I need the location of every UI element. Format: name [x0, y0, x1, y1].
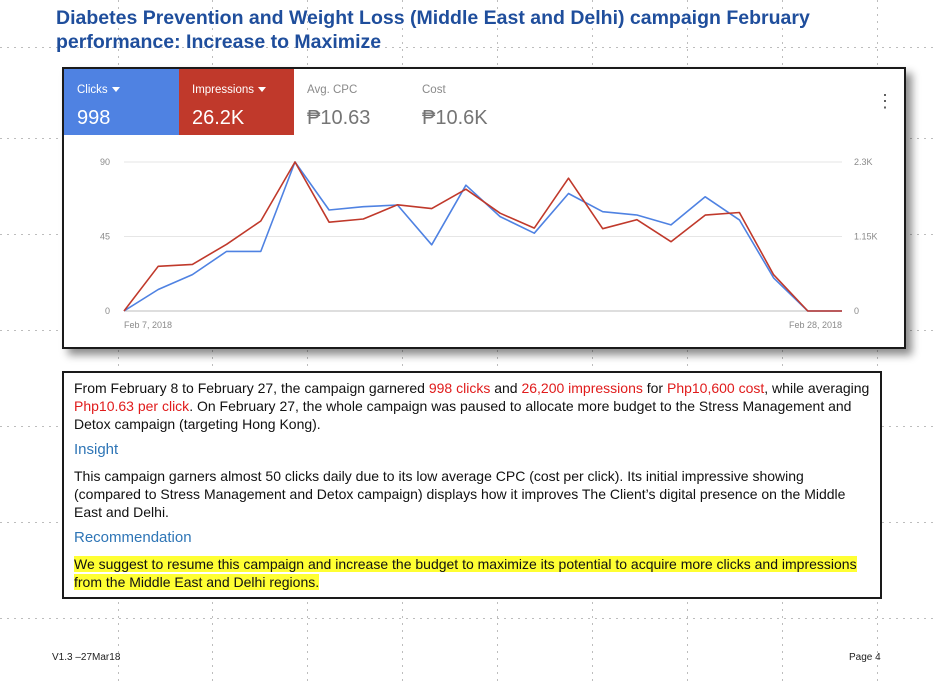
- recommendation-text: We suggest to resume this campaign and i…: [74, 556, 857, 590]
- summary-text: . On February 27, the whole campaign was…: [74, 398, 852, 432]
- summary-text: , while averaging: [764, 380, 870, 396]
- chart-panel: Clicks 998 Impressions 26.2K Avg. CPC ₱1…: [62, 67, 906, 349]
- y-left-tick-label: 0: [105, 306, 110, 316]
- insight-heading: Insight: [74, 441, 119, 458]
- clicks-highlight: 998 clicks: [428, 380, 491, 396]
- y-left-tick-label: 90: [100, 157, 110, 167]
- avg-cpc-scorecard[interactable]: Avg. CPC ₱10.63: [294, 69, 410, 135]
- cpc-highlight: Php10.63 per click: [74, 398, 190, 414]
- summary-text: and: [490, 380, 522, 396]
- clicks-scorecard[interactable]: Clicks 998: [64, 69, 179, 135]
- cost-highlight: Php10,600 cost: [666, 380, 765, 396]
- impressions-highlight: 26,200 impressions: [521, 380, 643, 396]
- page-number: Page 4: [849, 652, 881, 663]
- series-line-impressions: [123, 161, 842, 312]
- summary-box: From February 8 to February 27, the camp…: [62, 371, 882, 599]
- summary-text: for: [642, 380, 667, 396]
- insight-paragraph: This campaign garners almost 50 clicks d…: [74, 468, 846, 520]
- x-tick-label: Feb 28, 2018: [789, 320, 842, 330]
- chevron-down-icon[interactable]: [258, 87, 266, 93]
- x-tick-label: Feb 7, 2018: [124, 320, 172, 330]
- impressions-label-row[interactable]: Impressions: [192, 84, 266, 96]
- cost-label: Cost: [422, 84, 446, 96]
- recommendation-paragraph: We suggest to resume this campaign and i…: [74, 555, 870, 591]
- avg-cpc-value: ₱10.63: [307, 107, 371, 129]
- summary-text: From February 8 to February 27, the camp…: [74, 380, 429, 396]
- scorecards: Clicks 998 Impressions 26.2K Avg. CPC ₱1…: [64, 69, 904, 135]
- clicks-label-row[interactable]: Clicks: [77, 84, 120, 96]
- cost-scorecard[interactable]: Cost ₱10.6K: [409, 69, 524, 135]
- line-chart: 90 2.3K 45 1.15K 0 0 Feb 7, 2018 Feb 28, 2018: [100, 157, 878, 330]
- y-right-tick-label: 0: [854, 306, 859, 316]
- impressions-scorecard[interactable]: Impressions 26.2K: [179, 69, 294, 135]
- more-options-icon[interactable]: ⋮: [876, 91, 894, 111]
- impressions-label: Impressions: [192, 84, 254, 96]
- recommendation-heading: Recommendation: [74, 529, 192, 546]
- chevron-down-icon[interactable]: [111, 87, 120, 93]
- clicks-value: 998: [77, 107, 111, 129]
- impressions-value: 26.2K: [192, 107, 245, 129]
- page-title: Diabetes Prevention and Weight Loss (Mid…: [56, 7, 810, 53]
- guide-line: [0, 47, 933, 48]
- cost-value: ₱10.6K: [422, 107, 488, 129]
- y-right-tick-label: 1.15K: [854, 232, 878, 242]
- version-label: V1.3 –27Mar18: [52, 652, 121, 663]
- summary-paragraph: From February 8 to February 27, the camp…: [74, 379, 870, 433]
- clicks-label: Clicks: [77, 84, 108, 96]
- y-right-tick-label: 2.3K: [854, 157, 873, 167]
- avg-cpc-label: Avg. CPC: [307, 84, 358, 96]
- guide-line: [0, 618, 933, 619]
- y-left-tick-label: 45: [100, 232, 110, 242]
